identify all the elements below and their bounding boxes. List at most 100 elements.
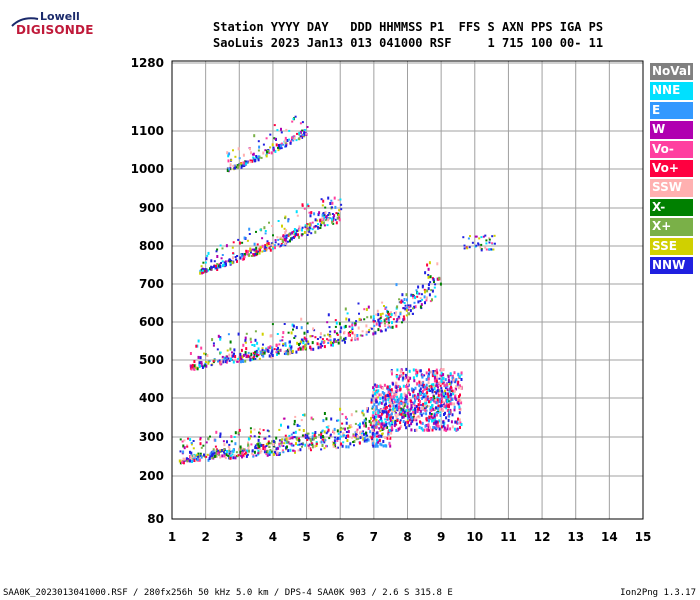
echo-point — [197, 355, 200, 359]
echo-point — [259, 246, 262, 250]
echo-point — [331, 220, 334, 224]
echo-point — [428, 400, 430, 404]
echo-point — [430, 383, 433, 386]
echo-point — [375, 397, 378, 401]
echo-point — [210, 265, 213, 269]
echo-point — [432, 383, 435, 387]
echo-point — [366, 407, 369, 411]
echo-point — [291, 349, 294, 353]
echo-point — [384, 421, 387, 424]
echo-point — [270, 151, 273, 155]
echo-point — [446, 399, 449, 403]
echo-point — [274, 149, 277, 153]
echo-point — [322, 438, 325, 442]
echo-point — [274, 137, 277, 140]
echo-point — [285, 144, 288, 148]
echo-point — [236, 255, 239, 257]
echo-point — [264, 349, 266, 353]
echo-point — [281, 449, 284, 452]
echo-point — [363, 419, 366, 423]
echo-point — [408, 306, 411, 309]
echo-point — [257, 347, 260, 351]
echo-point — [355, 430, 358, 434]
echo-point — [371, 428, 374, 432]
echo-point — [319, 227, 322, 229]
echo-point — [386, 418, 389, 421]
echo-point — [296, 132, 298, 135]
echo-point — [261, 332, 264, 336]
echo-point — [256, 341, 259, 345]
echo-point — [216, 263, 219, 266]
echo-point — [262, 343, 264, 346]
echo-point — [428, 419, 430, 423]
echo-point — [243, 448, 245, 451]
echo-point — [368, 419, 371, 423]
echo-point — [211, 338, 214, 342]
echo-point — [284, 438, 287, 442]
echo-point — [326, 321, 329, 324]
echo-point — [254, 446, 257, 449]
echo-point — [255, 355, 258, 358]
echo-point — [257, 158, 260, 162]
echo-point — [200, 346, 203, 350]
echo-point — [277, 149, 280, 152]
echo-point — [457, 402, 460, 406]
echo-point — [290, 444, 293, 447]
echo-point — [193, 367, 196, 371]
echo-point — [287, 219, 290, 223]
echo-point — [228, 452, 231, 455]
echo-point — [277, 220, 280, 222]
echo-point — [334, 436, 337, 439]
echo-point — [419, 305, 422, 309]
echo-point — [431, 398, 434, 402]
echo-point — [258, 445, 261, 449]
echo-point — [291, 436, 294, 440]
echo-point — [300, 338, 303, 342]
echo-point — [264, 232, 267, 235]
echo-point — [264, 230, 267, 232]
echo-point — [379, 317, 382, 320]
echo-point — [201, 366, 204, 369]
echo-point — [322, 199, 325, 203]
echo-point — [449, 395, 452, 399]
legend-item-x-: X+ — [650, 218, 693, 236]
echo-point — [392, 382, 395, 386]
echo-point — [282, 241, 285, 244]
echo-point — [276, 352, 278, 356]
echo-point — [191, 365, 194, 369]
echo-point — [384, 307, 387, 310]
x-tick-label: 6 — [336, 530, 344, 544]
echo-point — [381, 391, 384, 394]
echo-point — [186, 457, 188, 461]
echo-point — [434, 295, 437, 298]
echo-point — [411, 417, 414, 421]
echo-point — [350, 330, 353, 333]
echo-point — [435, 383, 438, 387]
echo-point — [453, 390, 456, 394]
echo-point — [297, 137, 300, 140]
echo-point — [232, 448, 235, 452]
echo-point — [440, 371, 443, 375]
echo-point — [387, 435, 390, 439]
echo-point — [255, 156, 258, 159]
echo-point — [374, 383, 377, 387]
echo-point — [318, 343, 321, 347]
echo-point — [229, 163, 232, 167]
echo-point — [388, 404, 391, 408]
echo-point — [350, 436, 353, 439]
footer-file-info: SAA0K_2023013041000.RSF / 280fx256h 50 k… — [3, 588, 453, 598]
echo-point — [351, 328, 354, 331]
echo-point — [342, 434, 345, 437]
echo-point — [280, 127, 282, 131]
echo-point — [213, 260, 216, 263]
echo-point — [431, 298, 433, 302]
echo-point — [355, 438, 358, 441]
echo-point — [207, 458, 210, 462]
echo-point — [241, 455, 243, 459]
logo-lowell-text: Lowell — [40, 10, 80, 23]
echo-point — [488, 238, 491, 241]
echo-point — [228, 167, 231, 171]
echo-point — [406, 382, 409, 386]
x-tick-label: 8 — [403, 530, 411, 544]
echo-point — [252, 356, 255, 359]
